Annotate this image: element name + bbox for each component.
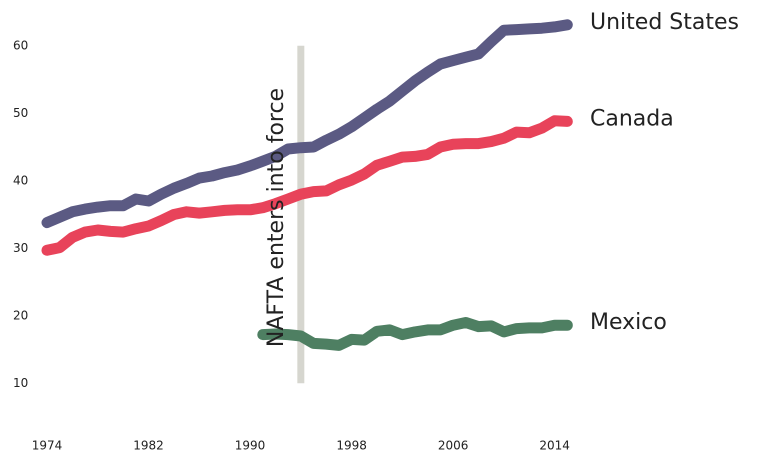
annotation-band <box>297 45 305 384</box>
y-tick-label: 60 <box>13 38 28 52</box>
x-tick-label: 1998 <box>336 439 367 453</box>
x-tick-label: 1990 <box>235 439 266 453</box>
x-tick-label: 2014 <box>539 439 570 453</box>
annotation-text: NAFTA enters into force <box>264 88 289 347</box>
y-tick-label: 50 <box>13 106 28 120</box>
series-line <box>41 19 573 229</box>
series-label: Canada <box>590 106 674 131</box>
series-line <box>41 115 573 256</box>
series-label: Mexico <box>590 310 667 335</box>
y-tick-label: 30 <box>13 241 28 255</box>
y-tick-label: 10 <box>13 376 28 390</box>
series-label: United States <box>590 10 739 35</box>
series-line <box>257 317 573 351</box>
y-tick-label: 20 <box>13 308 28 322</box>
x-tick-label: 2006 <box>438 439 469 453</box>
x-tick-label: 1982 <box>133 439 164 453</box>
y-tick-label: 40 <box>13 173 28 187</box>
x-tick-label: 1974 <box>32 439 63 453</box>
